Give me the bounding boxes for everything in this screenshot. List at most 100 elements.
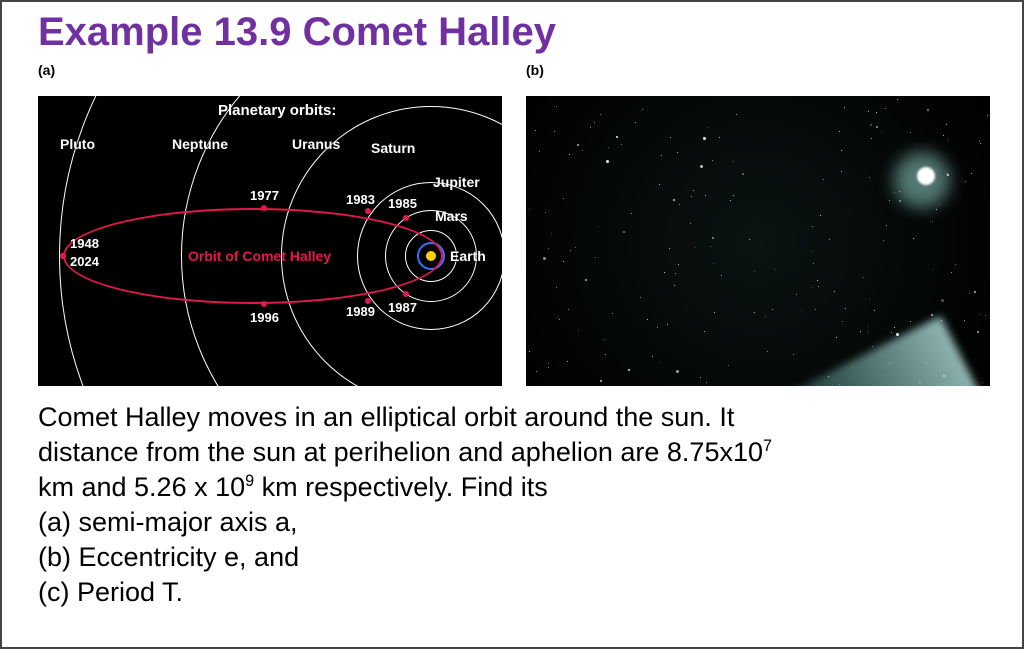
star (691, 196, 692, 197)
figure-label-a: (a) (38, 62, 55, 78)
star (829, 239, 830, 240)
star (742, 173, 744, 175)
star (704, 331, 705, 332)
star (529, 351, 530, 352)
year-label-2024: 2024 (70, 254, 99, 269)
star (551, 233, 552, 234)
star (844, 107, 845, 108)
star (556, 287, 557, 288)
star (536, 371, 537, 372)
star (710, 246, 711, 247)
star (730, 200, 731, 201)
star (595, 257, 596, 258)
star (955, 264, 956, 265)
problem-line2b: km respectively. Find its (254, 472, 548, 502)
star (703, 137, 706, 140)
label-earth: Earth (450, 248, 486, 264)
star (894, 327, 895, 328)
year-label-1985: 1985 (388, 196, 417, 211)
star (749, 239, 750, 240)
star (556, 106, 557, 107)
star (712, 160, 713, 161)
star (585, 279, 587, 281)
comet-position-1985 (403, 215, 409, 221)
star (678, 264, 679, 265)
star (980, 314, 981, 315)
star (820, 215, 821, 216)
star (600, 114, 601, 115)
star (582, 150, 583, 151)
star (700, 377, 701, 378)
comet-head (917, 167, 935, 185)
star (765, 316, 766, 317)
star (817, 280, 818, 281)
star (874, 310, 875, 311)
star (661, 155, 662, 156)
star (812, 226, 813, 227)
star (868, 111, 869, 112)
star (796, 294, 797, 295)
star (870, 124, 872, 126)
star (657, 327, 658, 328)
star (548, 248, 549, 249)
star (772, 309, 773, 310)
star (640, 297, 641, 298)
star (559, 319, 560, 320)
star (575, 247, 576, 248)
star (604, 339, 605, 340)
problem-line2a: km and 5.26 x 10 (38, 472, 245, 502)
star (834, 291, 835, 292)
star (951, 272, 952, 273)
star (736, 114, 737, 115)
star (841, 171, 842, 172)
star (659, 184, 660, 185)
star (876, 112, 877, 113)
star (719, 137, 720, 138)
star (876, 126, 878, 128)
star (631, 213, 632, 214)
star (545, 212, 546, 213)
year-label-1996: 1996 (250, 310, 279, 325)
star (979, 141, 980, 142)
star (842, 321, 843, 322)
star (969, 293, 970, 294)
star (793, 354, 794, 355)
star (706, 382, 707, 383)
star (642, 109, 643, 110)
star (980, 143, 981, 144)
star (673, 199, 675, 201)
star (971, 173, 972, 174)
orbit-diagram: Planetary orbits: MarsJupiterSaturnUranu… (38, 96, 502, 386)
star (946, 124, 947, 125)
star (728, 365, 729, 366)
star (628, 369, 630, 371)
star (931, 314, 933, 316)
star (815, 309, 816, 310)
star (939, 204, 940, 205)
star (623, 231, 625, 233)
figure-label-b: (b) (526, 62, 544, 78)
star (932, 221, 933, 222)
star (933, 269, 934, 270)
star (708, 127, 709, 128)
star (600, 380, 602, 382)
star (594, 122, 595, 123)
star (885, 108, 886, 109)
comet-position-1987 (403, 291, 409, 297)
star (881, 131, 882, 132)
star (714, 312, 715, 313)
star (567, 361, 568, 362)
star (712, 237, 714, 239)
star (667, 324, 668, 325)
star (677, 152, 678, 153)
star (943, 135, 944, 136)
star (836, 337, 837, 338)
star (985, 315, 986, 316)
star (647, 319, 648, 320)
star (754, 312, 755, 313)
star (569, 154, 570, 155)
star (568, 309, 569, 310)
star (927, 109, 929, 111)
star (897, 99, 898, 100)
star (947, 139, 948, 140)
